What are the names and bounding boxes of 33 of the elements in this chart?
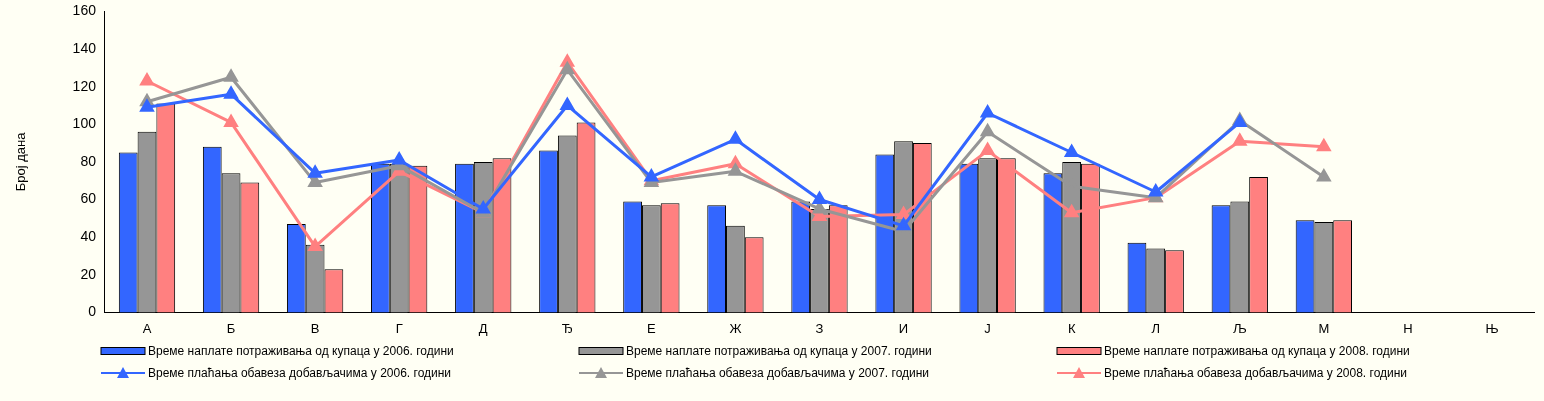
x-tick-label: Д	[478, 320, 488, 336]
legend-label: Време наплате потраживања од купаца у 2007. години	[626, 344, 932, 358]
y-tick-label: 80	[80, 152, 97, 169]
x-tick-label: Г	[395, 320, 403, 336]
y-tick-label: 160	[72, 2, 97, 19]
x-tick-label: А	[142, 320, 152, 336]
x-tick-label: Н	[1403, 320, 1413, 336]
y-tick-label: 60	[80, 190, 97, 207]
x-tick-label: Л	[1151, 320, 1160, 336]
x-tick-label: Е	[647, 320, 657, 336]
x-tick-label: Ђ	[561, 320, 573, 336]
y-tick-label: 140	[72, 39, 97, 56]
x-tick-label: М	[1318, 320, 1330, 336]
legend-label: Време плаћања обавеза добављачима у 2006. години	[148, 366, 452, 380]
legend-label: Време наплате потраживања од купаца у 2008. години	[1104, 344, 1410, 358]
legend-label: Време наплате потраживања од купаца у 2006. години	[148, 344, 454, 358]
x-tick-label: Ј	[984, 320, 991, 336]
x-tick-label: К	[1067, 320, 1076, 336]
y-tick-label: 40	[80, 228, 97, 245]
y-tick-label: 120	[72, 77, 97, 94]
y-tick-label: 100	[72, 115, 97, 132]
y-tick-label: 0	[88, 303, 97, 320]
y-tick-label: 20	[80, 265, 97, 282]
legend-label: Време плаћања обавеза добављачима у 2008. години	[1104, 366, 1408, 380]
x-tick-label: В	[310, 320, 320, 336]
x-tick-label: Ж	[729, 320, 742, 336]
x-tick-label: Љ	[1232, 320, 1247, 336]
legend-label: Време плаћања обавеза добављачима у 2007. години	[626, 366, 930, 380]
y-axis-title: Број дана	[13, 131, 29, 192]
x-tick-label: З	[815, 320, 824, 336]
x-tick-label: И	[898, 320, 909, 336]
x-tick-label: Б	[226, 320, 236, 336]
x-tick-label: Њ	[1485, 320, 1499, 336]
